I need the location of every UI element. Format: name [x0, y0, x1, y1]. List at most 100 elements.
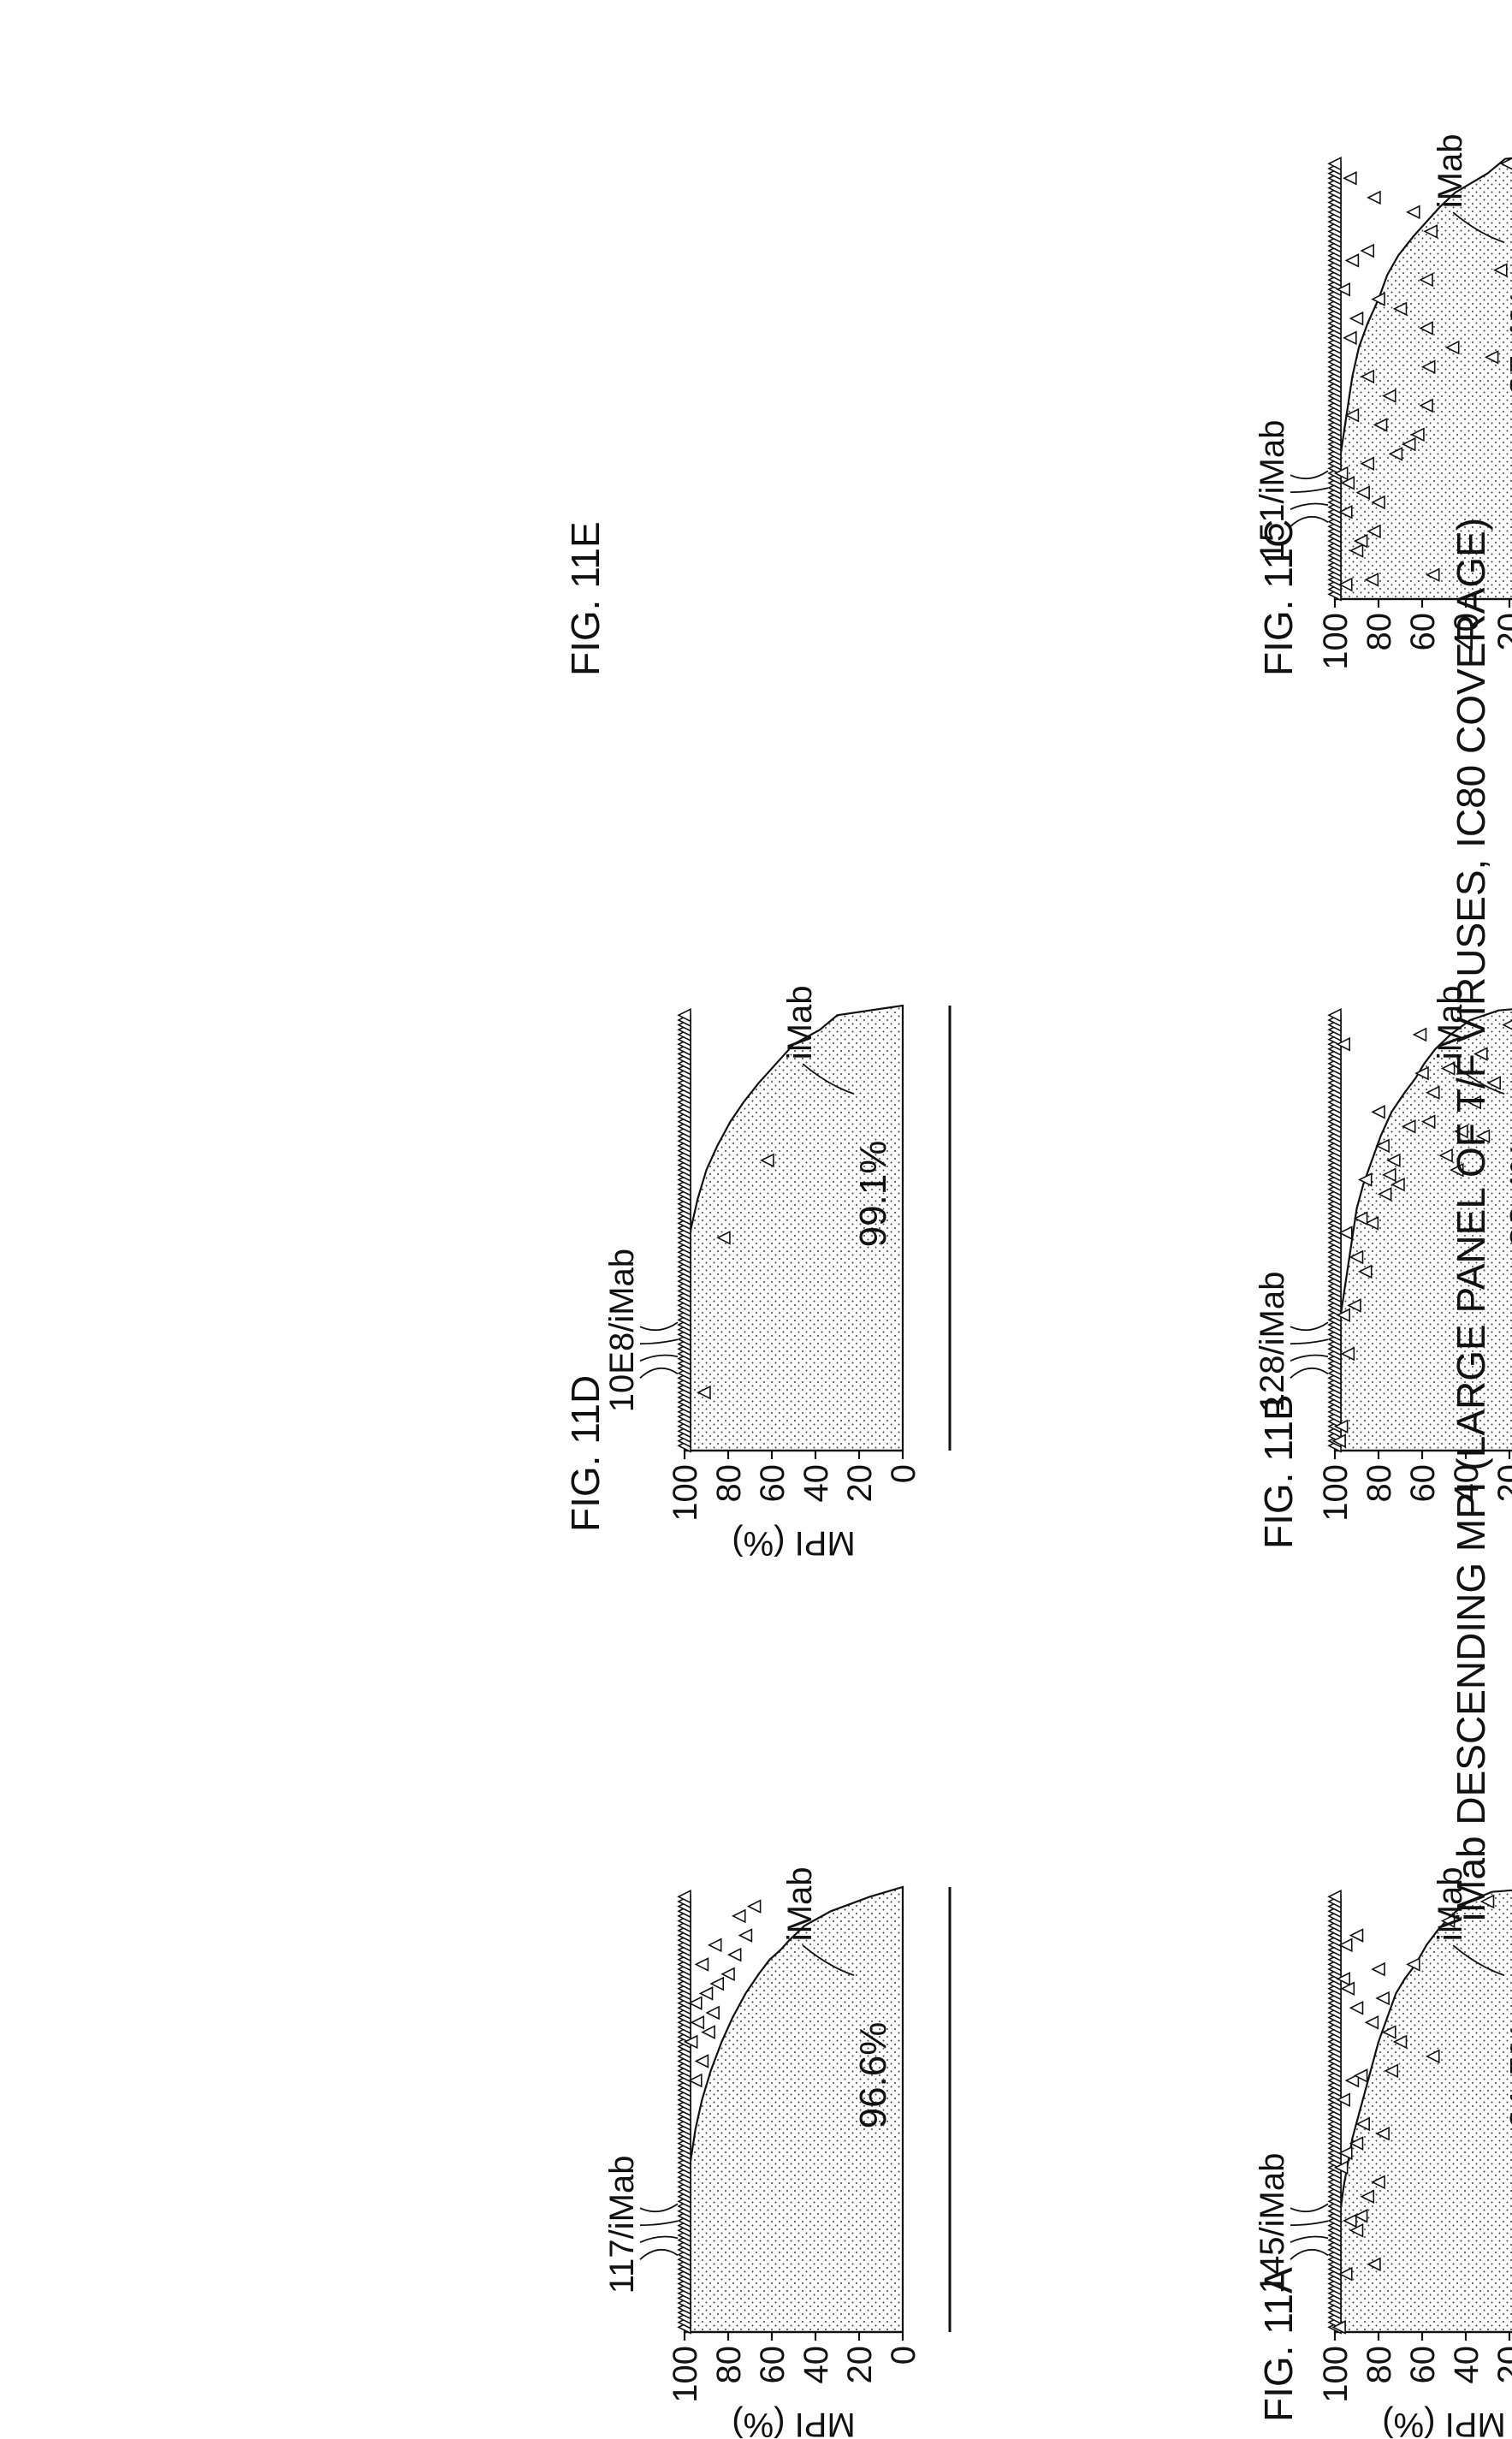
- figure-label: FIG. 11B: [1256, 1394, 1301, 1549]
- y-tick-label: 20: [841, 1464, 879, 1503]
- bispecific-data-point: [1392, 2034, 1408, 2050]
- bispecific-data-point: [746, 1899, 762, 1914]
- bispecific-data-point: [1440, 1914, 1456, 1928]
- bispecific-data-point: [1367, 524, 1381, 539]
- bispecific-data-point: [1360, 456, 1375, 472]
- y-tick-label: 20: [1491, 2346, 1512, 2384]
- reference-leader-line: [1452, 211, 1505, 244]
- y-tick-label: 100: [1317, 2346, 1355, 2403]
- bispecific-data-point: [1371, 2175, 1385, 2190]
- bispecific-data-point: [1331, 2320, 1346, 2335]
- callout-leader-line: [1290, 502, 1329, 511]
- bispecific-data-point: [1375, 1138, 1390, 1154]
- bispecific-data-point: [1425, 567, 1440, 583]
- bispecific-data-point: [683, 2034, 698, 2050]
- bispecific-data-point: [1333, 466, 1349, 481]
- bispecific-data-point: [1371, 495, 1385, 510]
- bispecific-data-point: [716, 1231, 731, 1245]
- antibody-callout: 10E8/iMab: [603, 1249, 641, 1412]
- chart-panel-11e: FIG. 11E 100 80 60 40 20 0 MPI (%) 99.1% 10E8/iMa…: [563, 521, 952, 1562]
- bispecific-data-point: [1344, 407, 1360, 423]
- bispecific-data-point: [1381, 2025, 1396, 2039]
- coverage-label: 99.1%: [852, 1141, 894, 1248]
- bispecific-data-point: [1355, 485, 1370, 500]
- bispecific-data-point: [1420, 359, 1436, 374]
- y-tick-label: 80: [710, 1464, 748, 1503]
- y-tick-label: 40: [1448, 2346, 1485, 2384]
- callout-leader-line: [639, 1354, 679, 1362]
- bispecific-data-point: [1419, 321, 1433, 335]
- bispecific-data-point: [1349, 543, 1364, 558]
- bispecific-data-point: [1349, 2001, 1364, 2015]
- coverage-label: 85.4%: [1503, 289, 1512, 396]
- reference-area: [1333, 1885, 1512, 2334]
- bispecific-data-point: [1360, 2189, 1375, 2205]
- bispecific-data-point: [1406, 205, 1420, 220]
- bispecific-data-point: [1493, 263, 1508, 277]
- bispecific-data-point: [1367, 2257, 1381, 2272]
- bispecific-data-point: [1336, 282, 1350, 297]
- bispecific-data-point: [697, 1385, 711, 1400]
- bispecific-data-point: [1377, 1187, 1392, 1202]
- figure-label: FIG. 11D: [563, 1375, 608, 1532]
- figure-caption: iMab DESCENDING MPI (LARGE PANEL OF T/F …: [1449, 518, 1493, 1921]
- y-tick-label: 100: [1317, 1464, 1355, 1522]
- reference-callout: iMab: [781, 1866, 819, 1941]
- bispecific-data-point: [1357, 1264, 1373, 1279]
- y-tick-label: 60: [754, 2346, 792, 2384]
- bispecific-data-point: [690, 2015, 705, 2030]
- bispecific-data-point: [1327, 1890, 1342, 1904]
- callout-leader-line: [639, 1367, 679, 1379]
- callout-leader-line: [1290, 1367, 1329, 1379]
- bispecific-data-point: [1502, 1018, 1512, 1032]
- callout-leader-line: [1290, 1338, 1329, 1345]
- bispecific-data-point: [1355, 2116, 1370, 2132]
- y-tick-label: 60: [1404, 2346, 1442, 2384]
- y-tick-label: 40: [1448, 613, 1485, 651]
- y-tick-label: 80: [710, 2346, 748, 2384]
- y-axis-title: MPI (%): [732, 1524, 855, 1562]
- figure-label: FIG. 11C: [1256, 519, 1301, 676]
- bispecific-data-point: [1414, 1065, 1429, 1081]
- bispecific-data-point: [1371, 292, 1385, 306]
- bispecific-data-point: [1423, 224, 1438, 239]
- bispecific-data-point: [1375, 1991, 1390, 2006]
- chart-panels: FIG. 11A100806040200MPI (%)91.5%145/iMab…: [563, 134, 1512, 2439]
- bispecific-data-point: [760, 1153, 774, 1168]
- bispecific-data-point: [1425, 2049, 1440, 2064]
- reference-callout: iMab: [781, 985, 819, 1059]
- antibody-callout: 145/iMab: [1254, 2153, 1291, 2294]
- reference-callout: iMab: [1432, 985, 1469, 1059]
- bispecific-data-point: [1425, 1085, 1440, 1101]
- bispecific-data-point: [709, 1976, 725, 1991]
- antibody-callout: 128/iMab: [1254, 1272, 1291, 1413]
- bispecific-data-point: [1337, 2145, 1353, 2161]
- reference-leader-line: [802, 1944, 855, 1977]
- bispecific-data-point: [1343, 330, 1357, 346]
- bispecific-data-point: [677, 1008, 691, 1023]
- bispecific-data-point: [1337, 2266, 1353, 2282]
- bispecific-data-point: [1340, 1981, 1355, 1996]
- bispecific-data-point: [1353, 533, 1368, 549]
- reference-leader-line: [1452, 1944, 1505, 1977]
- bispecific-data-point: [1367, 190, 1381, 205]
- bispecific-data-point: [1333, 2160, 1349, 2175]
- bispecific-data-point: [707, 1938, 722, 1953]
- y-tick-label: 100: [1317, 613, 1355, 670]
- coverage-label: 83.4%: [1503, 1141, 1512, 1248]
- bispecific-data-point: [1364, 573, 1379, 587]
- bispecific-data-point: [1357, 1172, 1373, 1187]
- bispecific-data-point: [1360, 369, 1375, 384]
- y-tick-label: 60: [754, 1464, 792, 1503]
- bispecific-data-point: [1444, 340, 1460, 355]
- bispecific-data-point: [1438, 1148, 1453, 1163]
- bispecific-data-point: [1336, 1036, 1350, 1052]
- bispecific-data-point: [677, 1890, 691, 1904]
- bispecific-data-point: [698, 1986, 714, 2001]
- bispecific-data-point: [1371, 1105, 1385, 1119]
- bispecific-data-point: [1347, 1298, 1361, 1313]
- bispecific-data-point: [1353, 2209, 1368, 2223]
- bispecific-data-point: [1412, 1027, 1427, 1042]
